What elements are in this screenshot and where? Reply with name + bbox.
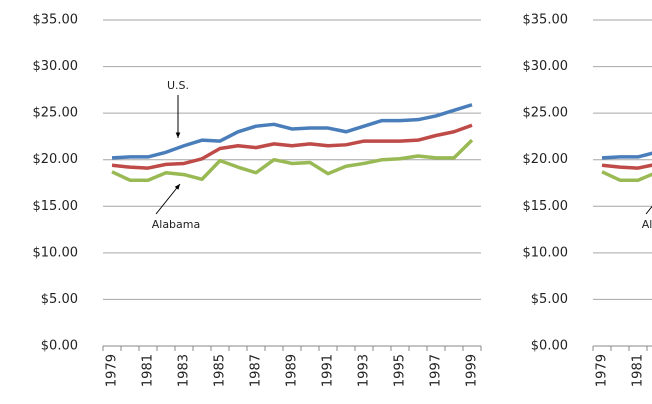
- x-tick-label: 1999: [465, 354, 480, 387]
- x-tick-label: 1981: [141, 354, 156, 387]
- y-tick-label: $25.00: [33, 106, 79, 121]
- series-line: [111, 103, 473, 160]
- annotation-label: Alabama: [152, 218, 201, 231]
- y-tick-label: $5.00: [531, 292, 568, 307]
- series-line: [111, 123, 473, 170]
- x-tick-label: 1979: [595, 354, 610, 387]
- y-tick-label: $15.00: [33, 199, 79, 214]
- series-line: [601, 163, 652, 170]
- annotation-arrow: [645, 205, 652, 215]
- x-tick-label: 1989: [285, 354, 300, 387]
- y-tick-label: $30.00: [523, 59, 569, 74]
- chart-panel: $0.00 $5.00 $10.00 $15.00 $20.00 $25.00 $30.00…: [33, 13, 482, 387]
- x-tick-label: 1995: [393, 354, 408, 387]
- y-tick-label: $35.00: [33, 13, 79, 28]
- x-tick-label: 1983: [177, 354, 192, 387]
- y-tick-label: $0.00: [41, 339, 78, 354]
- annotation-arrowhead: [174, 184, 180, 190]
- x-tick-label: 1997: [429, 354, 444, 387]
- annotation-arrowhead: [175, 132, 181, 138]
- y-tick-label: $5.00: [41, 292, 78, 307]
- y-tick-label: $30.00: [33, 59, 79, 74]
- y-tick-label: $10.00: [33, 245, 79, 260]
- x-tick-label: 1991: [321, 354, 336, 387]
- annotation-arrow: [155, 183, 181, 215]
- x-tick-label: 1981: [631, 354, 646, 387]
- y-tick-label: $15.00: [523, 199, 569, 214]
- x-tick-label: 1985: [213, 354, 228, 387]
- chart-panel: $0.00 $5.00 $10.00 $15.00 $20.00 $25.00 $30.00…: [523, 13, 652, 387]
- annotation-label: Alabama: [642, 218, 652, 231]
- y-tick-label: $20.00: [33, 152, 79, 167]
- x-tick-label: 1993: [357, 354, 372, 387]
- x-tick-label: 1987: [249, 354, 264, 387]
- y-tick-label: $20.00: [523, 152, 569, 167]
- x-tick-label: 1979: [105, 354, 120, 387]
- y-tick-label: $35.00: [523, 13, 569, 28]
- annotation-label: U.S.: [167, 79, 189, 92]
- y-tick-label: $25.00: [523, 106, 569, 121]
- y-tick-label: $10.00: [523, 245, 569, 260]
- y-tick-label: $0.00: [531, 339, 568, 354]
- series-line: [111, 138, 474, 182]
